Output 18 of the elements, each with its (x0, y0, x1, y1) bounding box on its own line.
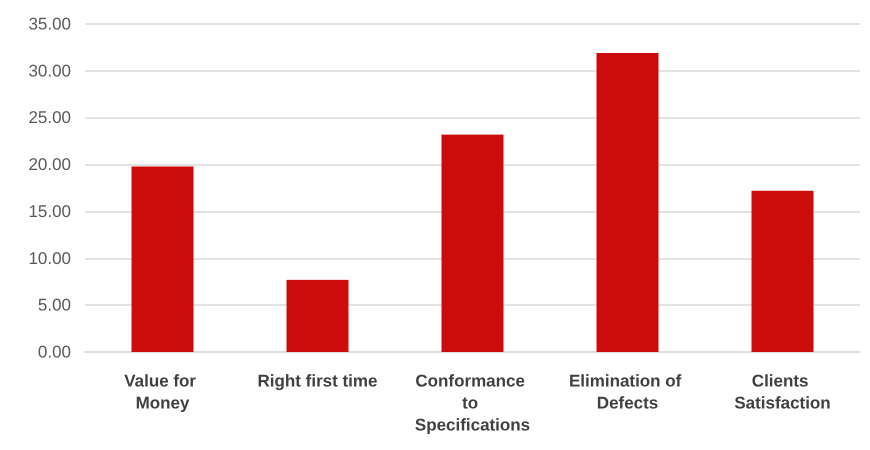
x-tick-label: Value for Money (124, 372, 201, 412)
x-tick-label: Clients Satisfaction (734, 372, 831, 412)
y-tick-label: 5.00 (38, 296, 71, 315)
y-tick-label: 35.00 (28, 14, 71, 34)
bar (752, 190, 814, 352)
y-tick-label: 10.00 (28, 248, 71, 268)
x-tick-label: Right first time (258, 372, 378, 390)
bar (132, 166, 194, 352)
bar (442, 134, 504, 352)
y-tick-label: 15.00 (28, 202, 71, 221)
y-tick-label: 0.00 (38, 342, 71, 362)
x-tick-label: Conformance to Specifications (414, 372, 530, 434)
x-tick-label: Elimination of Defects (568, 372, 686, 412)
y-tick-label: 30.00 (28, 61, 71, 80)
bar (596, 53, 658, 352)
y-tick-label: 20.00 (28, 155, 71, 174)
y-tick-label: 25.00 (28, 108, 71, 128)
bar (286, 280, 348, 352)
